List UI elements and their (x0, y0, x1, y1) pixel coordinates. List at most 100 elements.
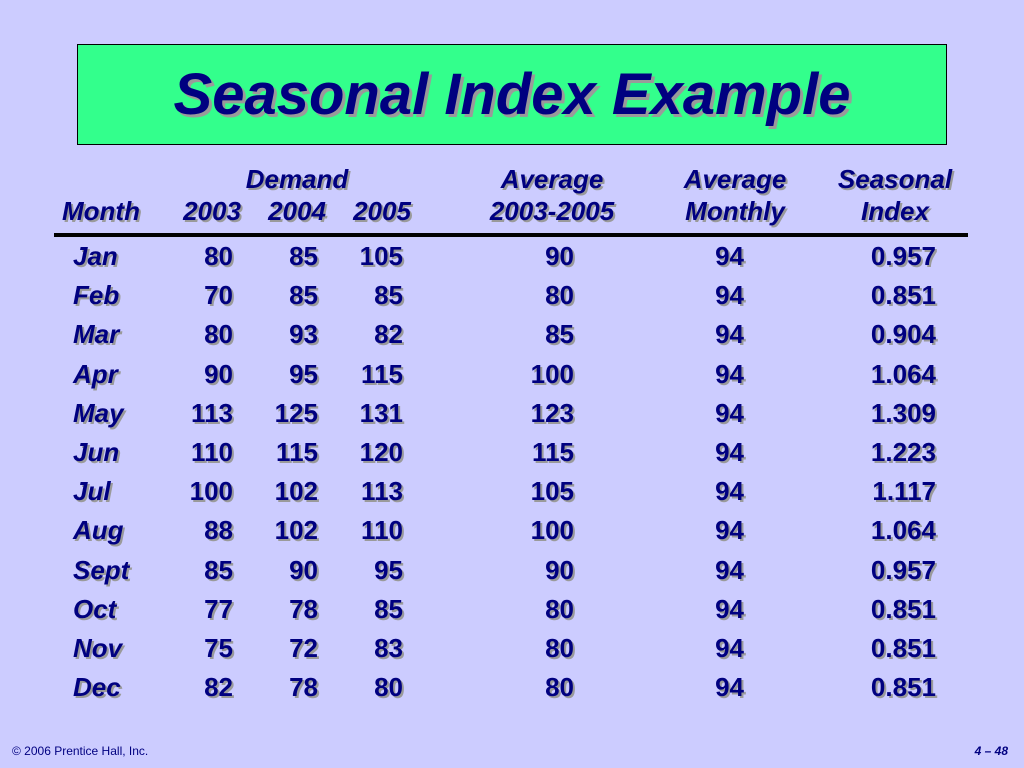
cell-seasonal-index: 0.851 (870, 633, 936, 663)
cell-2003: 80 (204, 319, 233, 350)
cell-seasonal-index: 1.064 (870, 358, 936, 389)
cell-month: Jan (73, 241, 118, 271)
cell-seasonal-index: 0.851 (870, 672, 936, 703)
cell-month: Apr (73, 358, 118, 389)
cell-average-monthly: 94 (715, 437, 744, 467)
cell-2003: 90 (204, 358, 233, 389)
cell-month: Jun (73, 437, 120, 467)
cell-average-monthly: 94 (715, 241, 744, 271)
cell-average-monthly: 94 (715, 476, 744, 507)
cell-average-monthly: 94 (715, 280, 744, 311)
cell-month: Feb (73, 280, 120, 311)
cell-average: 80 (545, 633, 574, 663)
cell-average: 90 (545, 241, 574, 271)
cell-2004: 102 (274, 515, 318, 546)
cell-2005: 82 (374, 319, 403, 350)
cell-2004: 85 (289, 280, 318, 311)
cell-seasonal-index: 1.117 (872, 476, 936, 507)
cell-average-monthly: 94 (715, 593, 744, 624)
header-average-line2: 2003-2005 (489, 196, 615, 226)
cell-2004: 85 (289, 241, 318, 271)
cell-2004: 72 (289, 633, 318, 663)
header-average-line1: Average (500, 164, 604, 194)
cell-2005: 113 (361, 476, 403, 507)
cell-average: 100 (530, 358, 574, 389)
cell-2004: 115 (276, 437, 318, 467)
cell-2003: 82 (204, 672, 233, 703)
cell-2003: 70 (204, 280, 233, 311)
cell-seasonal-index: 0.851 (870, 593, 936, 624)
cell-seasonal-index: 0.851 (870, 280, 936, 311)
cell-seasonal-index: 1.309 (870, 397, 936, 428)
cell-average-monthly: 94 (715, 397, 744, 428)
cell-average: 85 (545, 319, 574, 350)
title-box: Seasonal Index Example (77, 44, 947, 145)
cell-2005: 110 (361, 515, 403, 546)
cell-2004: 102 (274, 476, 318, 507)
header-avg-monthly-line2: Monthly (685, 196, 785, 226)
cell-month: Nov (73, 633, 123, 663)
cell-2004: 125 (274, 397, 318, 428)
cell-average: 80 (545, 280, 574, 311)
cell-2004: 95 (289, 358, 318, 389)
cell-2003: 100 (189, 476, 233, 507)
cell-2004: 90 (289, 554, 318, 585)
header-2004: 2004 (268, 196, 326, 226)
header-divider (54, 233, 968, 237)
header-month: Month (62, 196, 140, 226)
cell-2005: 95 (374, 554, 403, 585)
header-seasonal-line2: Index (861, 196, 929, 226)
slide-title: Seasonal Index Example (173, 62, 851, 127)
cell-2005: 105 (359, 241, 403, 271)
cell-2003: 85 (204, 554, 233, 585)
cell-2003: 75 (204, 633, 233, 663)
cell-average: 115 (532, 437, 574, 467)
cell-2005: 120 (359, 437, 403, 467)
header-avg-monthly-line1: Average (683, 164, 787, 194)
cell-month: Oct (73, 593, 117, 624)
cell-average: 100 (530, 515, 574, 546)
cell-month: Sept (73, 554, 130, 585)
cell-average: 123 (530, 397, 574, 428)
cell-2004: 78 (289, 593, 318, 624)
cell-average-monthly: 94 (715, 554, 744, 585)
cell-average: 80 (545, 593, 574, 624)
cell-average: 80 (545, 672, 574, 703)
cell-month: May (73, 397, 124, 428)
cell-month: Dec (73, 672, 121, 703)
cell-month: Aug (73, 515, 124, 546)
cell-2005: 85 (374, 593, 403, 624)
cell-2003: 113 (191, 397, 233, 428)
cell-average-monthly: 94 (715, 515, 744, 546)
cell-average: 105 (530, 476, 574, 507)
cell-seasonal-index: 0.957 (870, 241, 936, 271)
cell-average-monthly: 94 (715, 672, 744, 703)
cell-2004: 78 (289, 672, 318, 703)
cell-seasonal-index: 0.904 (870, 319, 936, 350)
header-2003: 2003 (183, 196, 241, 226)
cell-2003: 77 (204, 593, 233, 624)
cell-month: Mar (73, 319, 120, 350)
header-seasonal-line1: Seasonal (837, 164, 953, 194)
cell-month: Jul (73, 476, 111, 507)
cell-average-monthly: 94 (715, 319, 744, 350)
cell-2005: 83 (374, 633, 403, 663)
cell-seasonal-index: 0.957 (870, 554, 936, 585)
header-2005: 2005 (353, 196, 411, 226)
cell-2005: 115 (361, 358, 403, 389)
cell-2003: 88 (204, 515, 233, 546)
cell-2005: 80 (374, 672, 403, 703)
page-number: 4 – 48 (974, 744, 1008, 758)
cell-2005: 131 (359, 397, 403, 428)
header-demand: Demand (245, 164, 349, 194)
cell-2003: 110 (191, 437, 233, 467)
cell-seasonal-index: 1.064 (870, 515, 936, 546)
cell-2004: 93 (289, 319, 318, 350)
cell-average: 90 (545, 554, 574, 585)
cell-2005: 85 (374, 280, 403, 311)
cell-average-monthly: 94 (715, 633, 744, 663)
cell-2003: 80 (204, 241, 233, 271)
copyright-footer: © 2006 Prentice Hall, Inc. (12, 744, 149, 758)
cell-average-monthly: 94 (715, 358, 744, 389)
cell-seasonal-index: 1.223 (870, 437, 936, 467)
